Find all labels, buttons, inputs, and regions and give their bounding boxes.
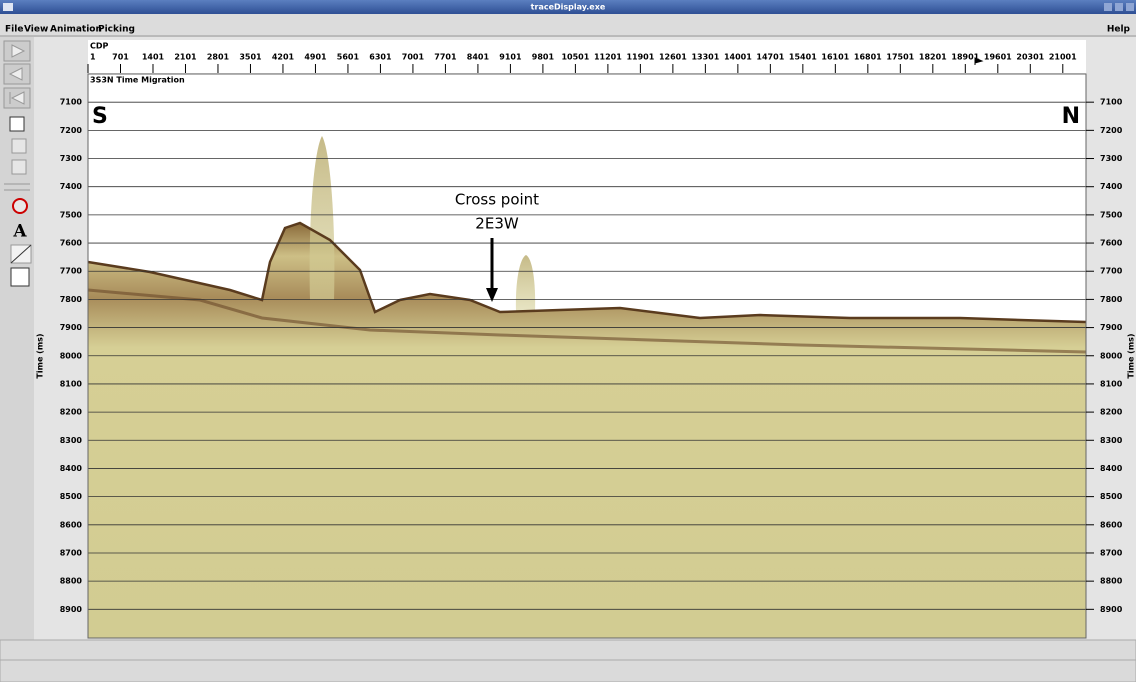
window-title: traceDisplay.exe: [531, 3, 606, 12]
x-tick-label: 14001: [724, 53, 752, 62]
x-tick-label: 8401: [467, 53, 490, 62]
y-tick-label: 8100: [60, 379, 83, 388]
section-title: 3S3N Time Migration: [90, 76, 185, 85]
x-tick-label: 7001: [402, 53, 425, 62]
maximize-button[interactable]: [1115, 3, 1123, 11]
y-tick-label-right: 8100: [1100, 379, 1123, 388]
x-tick-label: 13301: [691, 53, 719, 62]
x-tick-label: 19601: [984, 53, 1012, 62]
annotate-button[interactable]: A: [12, 222, 27, 242]
y-tick-label: 7200: [60, 126, 83, 135]
y-tick-label: 7300: [60, 154, 83, 163]
cross-point-label: Cross point: [455, 191, 539, 209]
y-tick-label: 7400: [60, 182, 83, 191]
application-window: traceDisplay.exe FileViewAnimationPickin…: [0, 0, 1136, 682]
x-tick-label: 701: [112, 53, 129, 62]
x-tick-label: 17501: [886, 53, 914, 62]
x-tick-label: 6301: [369, 53, 392, 62]
y-tick-label-right: 8500: [1100, 492, 1123, 501]
x-tick-label: 1401: [142, 53, 165, 62]
y-tick-label-right: 7100: [1100, 98, 1123, 107]
y-tick-label-right: 8400: [1100, 464, 1123, 473]
x-tick-label: 9101: [499, 53, 522, 62]
x-tick-label: 20301: [1016, 53, 1044, 62]
y-tick-label-right: 7400: [1100, 182, 1123, 191]
copy-button[interactable]: [12, 139, 26, 153]
y-tick-label: 7500: [60, 210, 83, 219]
x-tick-label: 4901: [304, 53, 327, 62]
x-tick-label: 5601: [337, 53, 360, 62]
y-tick-label-right: 8600: [1100, 520, 1123, 529]
x-tick-label: 15401: [789, 53, 817, 62]
menu-item[interactable]: File: [5, 25, 23, 35]
y-tick-label: 8800: [60, 577, 83, 586]
x-tick-label: 4201: [272, 53, 295, 62]
window-icon[interactable]: [3, 3, 13, 11]
y-tick-label: 8300: [60, 436, 83, 445]
x-tick-label: 3501: [239, 53, 262, 62]
y-tick-label: 8000: [60, 351, 83, 360]
y-tick-label-right: 7200: [1100, 126, 1123, 135]
y-tick-label: 7100: [60, 98, 83, 107]
y-tick-label-right: 8000: [1100, 351, 1123, 360]
windows-button[interactable]: [10, 117, 24, 131]
y-tick-label-right: 7900: [1100, 323, 1123, 332]
y-tick-label-right: 7600: [1100, 239, 1123, 248]
y-tick-label: 8500: [60, 492, 83, 501]
minimize-button[interactable]: [1104, 3, 1112, 11]
x-tick-label: 16101: [821, 53, 849, 62]
x-tick-label: 10501: [561, 53, 589, 62]
y-tick-label-right: 8800: [1100, 577, 1123, 586]
y-tick-label-right: 8900: [1100, 605, 1123, 614]
y-tick-label: 8200: [60, 408, 83, 417]
y-tick-label-right: 8700: [1100, 548, 1123, 557]
y-tick-label-right: 8200: [1100, 408, 1123, 417]
menu-item[interactable]: Picking: [98, 25, 135, 35]
x-tick-label: 11201: [594, 53, 622, 62]
x-tick-label: 1: [90, 53, 96, 62]
y-tick-label-right: 7300: [1100, 154, 1123, 163]
annotation-south: S: [92, 104, 108, 129]
y-tick-label: 7800: [60, 295, 83, 304]
y-tick-label-right: 7500: [1100, 210, 1123, 219]
menu-item[interactable]: Animation: [50, 25, 102, 35]
y-axis-label-right: Time (ms): [1127, 333, 1136, 378]
y-tick-label-right: 8300: [1100, 436, 1123, 445]
y-tick-label-right: 7700: [1100, 267, 1123, 276]
x-tick-label: 2101: [174, 53, 197, 62]
x-tick-label: 18901: [951, 53, 979, 62]
y-tick-label: 8900: [60, 605, 83, 614]
y-tick-label: 7900: [60, 323, 83, 332]
x-tick-label: 18201: [919, 53, 947, 62]
close-button[interactable]: [1126, 3, 1134, 11]
annotation-north: N: [1062, 104, 1080, 129]
status-bar: [0, 640, 1136, 660]
y-tick-label: 7600: [60, 239, 83, 248]
menu-help[interactable]: Help: [1107, 25, 1131, 35]
x-tick-label: 12601: [659, 53, 687, 62]
x-tick-label: 11901: [626, 53, 654, 62]
y-axis-label: Time (ms): [36, 333, 45, 378]
x-tick-label: 16801: [854, 53, 882, 62]
x-tick-label: 21001: [1049, 53, 1077, 62]
y-tick-label-right: 7800: [1100, 295, 1123, 304]
y-tick-label: 8400: [60, 464, 83, 473]
menu-bar: [0, 14, 1136, 36]
x-tick-label: 14701: [756, 53, 784, 62]
menu-item[interactable]: View: [24, 25, 48, 35]
y-tick-label: 8700: [60, 548, 83, 557]
color-button[interactable]: [11, 268, 29, 286]
pan-button[interactable]: [13, 199, 27, 213]
y-tick-label: 8600: [60, 520, 83, 529]
x-axis-label: CDP: [90, 42, 109, 51]
cross-point-label: 2E3W: [475, 215, 519, 233]
x-tick-label: 9801: [532, 53, 555, 62]
status-bar: [0, 660, 1136, 682]
x-tick-label: 2801: [207, 53, 230, 62]
x-tick-label: 7701: [434, 53, 457, 62]
y-tick-label: 7700: [60, 267, 83, 276]
export-button[interactable]: [12, 160, 26, 174]
